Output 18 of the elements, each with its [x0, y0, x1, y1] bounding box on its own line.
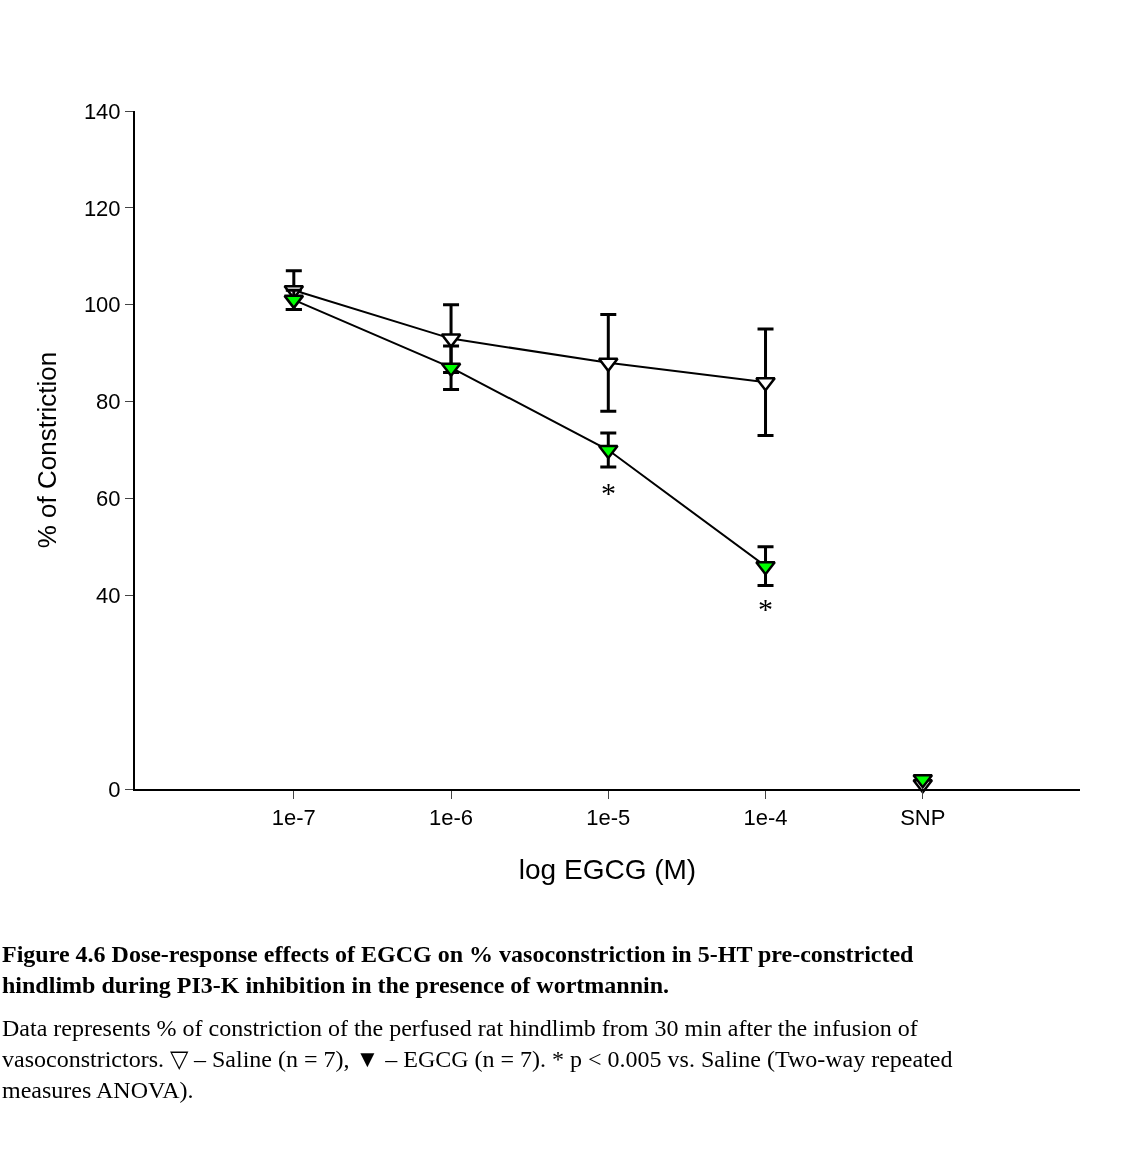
x-tick-label: SNP: [900, 805, 946, 831]
annotation: *: [601, 476, 616, 509]
y-tick-label: 60: [96, 486, 121, 512]
y-axis-title: % of Constriction: [31, 351, 62, 549]
y-tick-label: 40: [96, 582, 121, 608]
y-tick-label: 140: [83, 98, 121, 124]
x-tick-label: 1e-6: [429, 805, 474, 831]
x-tick-label: 1e-4: [743, 805, 788, 831]
y-tick-label: 0: [108, 776, 121, 802]
x-tick-label: 1e-5: [586, 805, 631, 831]
y-tick-label: 120: [83, 195, 121, 221]
text: Data represents % of constriction of the perfused rat hindlimb from 30 min after the infusion of vasoconstrictors. ▽ – Saline (n = 7), ▼ – EGCG (n = 7). * p < 0.005 vs. Saline (Two-way repeated measures ANOVA).: [2, 1015, 953, 1104]
x-axis-title: log EGCG (M): [518, 854, 697, 885]
caption: Figure 4.6 Dose-response effects of EGCG on % vasoconstriction in 5-HT pre-constricted hindlimb during PI3-K inhibition in the presence of wortmannin.: [2, 941, 915, 999]
x-tick-label: 1e-7: [271, 805, 316, 831]
annotation: *: [758, 592, 773, 625]
y-tick-label: 100: [83, 292, 121, 318]
y-tick-label: 80: [96, 389, 121, 415]
